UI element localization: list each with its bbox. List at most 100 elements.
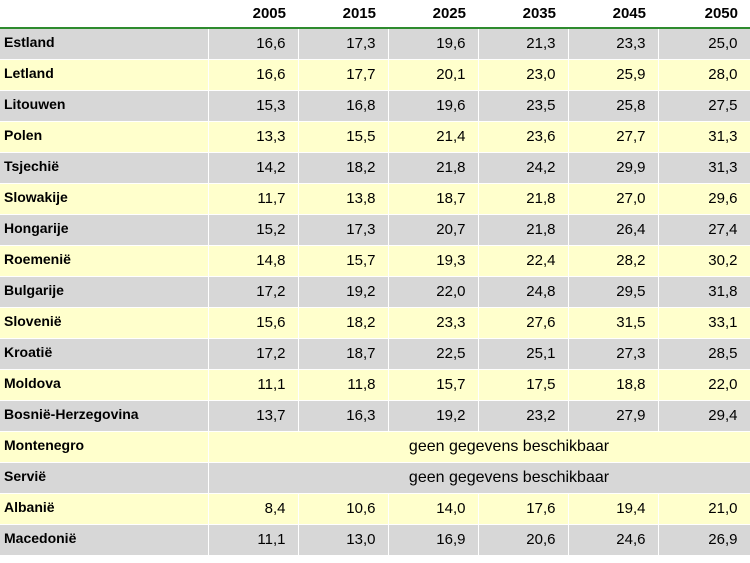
- value-cell: 11,7: [208, 183, 299, 215]
- value-cell: 18,7: [388, 183, 479, 215]
- table-row: Moldova 11,1 11,8 15,7 17,5 18,8 22,0: [0, 369, 750, 401]
- value-cell: 15,7: [298, 245, 389, 277]
- country-cell: Montenegro: [0, 431, 209, 463]
- value-cell: 22,0: [658, 369, 750, 401]
- value-cell: 27,3: [568, 338, 659, 370]
- table-row: Litouwen 15,3 16,8 19,6 23,5 25,8 27,5: [0, 90, 750, 122]
- table-row: Bulgarije 17,2 19,2 22,0 24,8 29,5 31,8: [0, 276, 750, 308]
- value-cell: 31,3: [658, 152, 750, 184]
- value-cell: 24,2: [478, 152, 569, 184]
- value-cell: 17,7: [298, 59, 389, 91]
- value-cell: 15,6: [208, 307, 299, 339]
- column-header-country: [0, 0, 208, 29]
- value-cell: 27,6: [478, 307, 569, 339]
- value-cell: 21,8: [478, 214, 569, 246]
- value-cell: 19,6: [388, 28, 479, 60]
- column-header-2005: 2005: [208, 0, 298, 29]
- value-cell: 23,3: [568, 28, 659, 60]
- value-cell: 18,2: [298, 307, 389, 339]
- country-cell: Moldova: [0, 369, 209, 401]
- value-cell: 19,4: [568, 493, 659, 525]
- value-cell: 14,2: [208, 152, 299, 184]
- country-cell: Letland: [0, 59, 209, 91]
- value-cell: 29,5: [568, 276, 659, 308]
- value-cell: 30,2: [658, 245, 750, 277]
- value-cell: 27,5: [658, 90, 750, 122]
- value-cell: 14,8: [208, 245, 299, 277]
- table-row: Bosnië-Herzegovina 13,7 16,3 19,2 23,2 27,9 29…: [0, 400, 750, 432]
- value-cell: 29,6: [658, 183, 750, 215]
- table-row: Macedonië 11,1 13,0 16,9 20,6 24,6 26,9: [0, 524, 750, 556]
- value-cell: 25,1: [478, 338, 569, 370]
- column-header-2035: 2035: [478, 0, 568, 29]
- country-cell: Bulgarije: [0, 276, 209, 308]
- value-cell: 15,2: [208, 214, 299, 246]
- value-cell: 24,8: [478, 276, 569, 308]
- table-body: Estland 16,6 17,3 19,6 21,3 23,3 25,0 Letland 16…: [0, 28, 750, 556]
- no-data-note: geen gegevens beschikbaar: [208, 462, 750, 494]
- value-cell: 31,3: [658, 121, 750, 153]
- value-cell: 17,6: [478, 493, 569, 525]
- value-cell: 16,3: [298, 400, 389, 432]
- no-data-note: geen gegevens beschikbaar: [208, 431, 750, 463]
- value-cell: 19,2: [388, 400, 479, 432]
- country-cell: Bosnië-Herzegovina: [0, 400, 209, 432]
- value-cell: 13,7: [208, 400, 299, 432]
- value-cell: 25,9: [568, 59, 659, 91]
- value-cell: 26,9: [658, 524, 750, 556]
- value-cell: 17,2: [208, 338, 299, 370]
- table-row: Slovenië 15,6 18,2 23,3 27,6 31,5 33,1: [0, 307, 750, 339]
- table-row: Kroatië 17,2 18,7 22,5 25,1 27,3 28,5: [0, 338, 750, 370]
- value-cell: 21,8: [478, 183, 569, 215]
- country-cell: Slowakije: [0, 183, 209, 215]
- value-cell: 15,3: [208, 90, 299, 122]
- value-cell: 28,2: [568, 245, 659, 277]
- value-cell: 31,8: [658, 276, 750, 308]
- value-cell: 27,4: [658, 214, 750, 246]
- column-header-2050: 2050: [658, 0, 750, 29]
- value-cell: 23,3: [388, 307, 479, 339]
- value-cell: 18,7: [298, 338, 389, 370]
- value-cell: 29,9: [568, 152, 659, 184]
- value-cell: 17,3: [298, 28, 389, 60]
- value-cell: 11,1: [208, 369, 299, 401]
- value-cell: 31,5: [568, 307, 659, 339]
- value-cell: 14,0: [388, 493, 479, 525]
- value-cell: 18,8: [568, 369, 659, 401]
- table-row: Estland 16,6 17,3 19,6 21,3 23,3 25,0: [0, 28, 750, 60]
- value-cell: 21,4: [388, 121, 479, 153]
- value-cell: 22,0: [388, 276, 479, 308]
- value-cell: 16,6: [208, 59, 299, 91]
- country-cell: Tsjechië: [0, 152, 209, 184]
- country-cell: Polen: [0, 121, 209, 153]
- value-cell: 29,4: [658, 400, 750, 432]
- value-cell: 19,2: [298, 276, 389, 308]
- value-cell: 19,6: [388, 90, 479, 122]
- value-cell: 13,3: [208, 121, 299, 153]
- table-row: Montenegro geen gegevens beschikbaar: [0, 431, 750, 463]
- table-row: Tsjechië 14,2 18,2 21,8 24,2 29,9 31,3: [0, 152, 750, 184]
- country-cell: Slovenië: [0, 307, 209, 339]
- value-cell: 28,5: [658, 338, 750, 370]
- country-cell: Albanië: [0, 493, 209, 525]
- value-cell: 11,1: [208, 524, 299, 556]
- value-cell: 21,0: [658, 493, 750, 525]
- table-row: Albanië 8,4 10,6 14,0 17,6 19,4 21,0: [0, 493, 750, 525]
- country-cell: Macedonië: [0, 524, 209, 556]
- value-cell: 8,4: [208, 493, 299, 525]
- country-cell: Estland: [0, 28, 209, 60]
- value-cell: 25,8: [568, 90, 659, 122]
- value-cell: 11,8: [298, 369, 389, 401]
- value-cell: 23,5: [478, 90, 569, 122]
- country-cell: Litouwen: [0, 90, 209, 122]
- column-header-2045: 2045: [568, 0, 658, 29]
- country-cell: Kroatië: [0, 338, 209, 370]
- value-cell: 26,4: [568, 214, 659, 246]
- value-cell: 16,9: [388, 524, 479, 556]
- column-header-2025: 2025: [388, 0, 478, 29]
- value-cell: 16,6: [208, 28, 299, 60]
- value-cell: 10,6: [298, 493, 389, 525]
- value-cell: 20,6: [478, 524, 569, 556]
- value-cell: 33,1: [658, 307, 750, 339]
